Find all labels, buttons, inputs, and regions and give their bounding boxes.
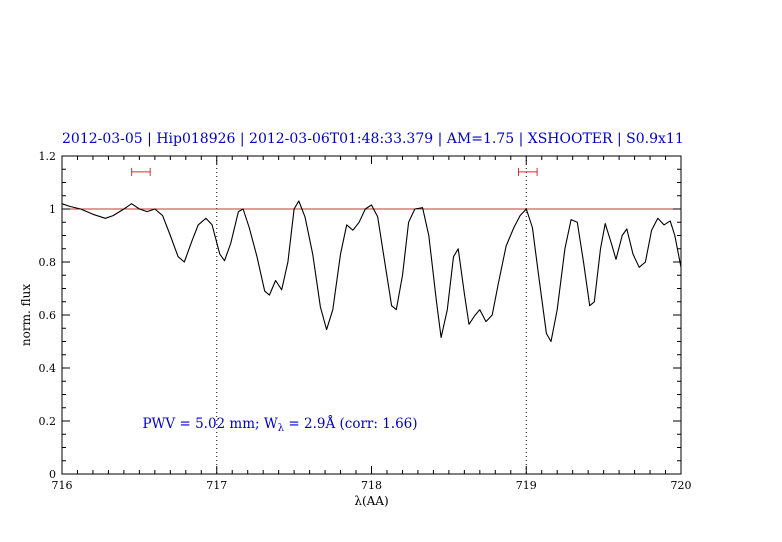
y-tick-label: 1.2: [39, 150, 57, 163]
x-tick-label: 719: [516, 479, 537, 492]
y-tick-label: 0: [49, 468, 56, 481]
y-tick-label: 1: [49, 203, 56, 216]
x-tick-label: 720: [671, 479, 692, 492]
pwv-annotation-sub: λ: [277, 422, 285, 434]
x-tick-label: 716: [52, 479, 73, 492]
y-axis-label: norm. flux: [19, 283, 33, 347]
plot-title: 2012-03-05 | Hip018926 | 2012-03-06T01:4…: [62, 131, 684, 147]
pwv-annotation-pre: PWV = 5.02 mm; W: [142, 415, 278, 432]
pwv-annotation: PWV = 5.02 mm; Wλ = 2.9Å (corr: 1.66): [142, 416, 417, 434]
pwv-annotation-post: = 2.9Å (corr: 1.66): [284, 415, 418, 432]
y-tick-label: 0.6: [39, 309, 57, 322]
y-tick-label: 0.4: [39, 362, 57, 375]
y-tick-label: 0.8: [39, 256, 57, 269]
y-tick-label: 0.2: [39, 415, 57, 428]
x-axis-label: λ(AA): [354, 494, 389, 508]
x-tick-label: 717: [206, 479, 227, 492]
spectrum-polyline: [61, 200, 682, 343]
x-tick-label: 718: [361, 479, 382, 492]
